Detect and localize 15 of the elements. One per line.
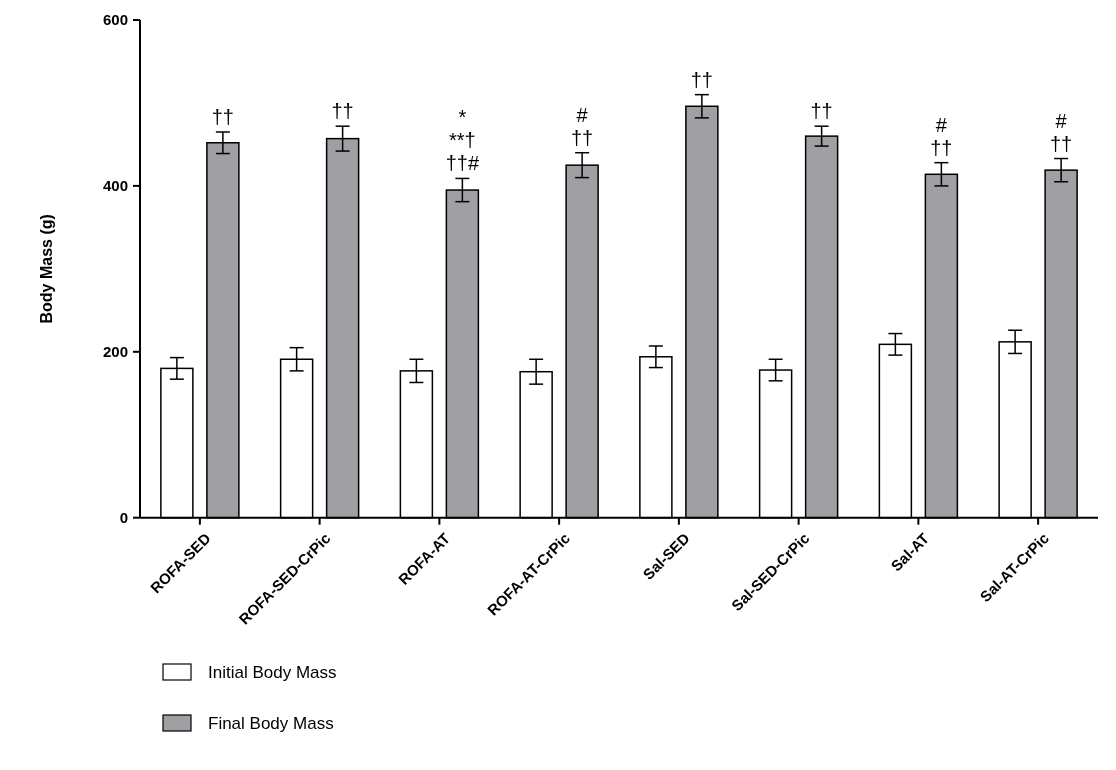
y-tick-label: 400 [102,177,128,195]
data-label: # †† [1050,109,1073,155]
y-tick-label: 200 [102,343,128,361]
data-label: * **† ††# [445,106,480,175]
data-label: †† [810,100,833,123]
y-tick-label: 0 [119,508,128,526]
data-label: †† [331,100,354,123]
data-label: # †† [571,103,594,149]
legend-label: Final Body Mass [208,713,334,733]
y-tick-label: 600 [102,11,128,29]
data-label: †† [211,105,234,128]
data-label: †† [690,68,713,91]
legend-label: Initial Body Mass [208,662,337,682]
data-label: # †† [930,113,953,159]
y-axis-title: Body Mass (g) [38,214,55,324]
